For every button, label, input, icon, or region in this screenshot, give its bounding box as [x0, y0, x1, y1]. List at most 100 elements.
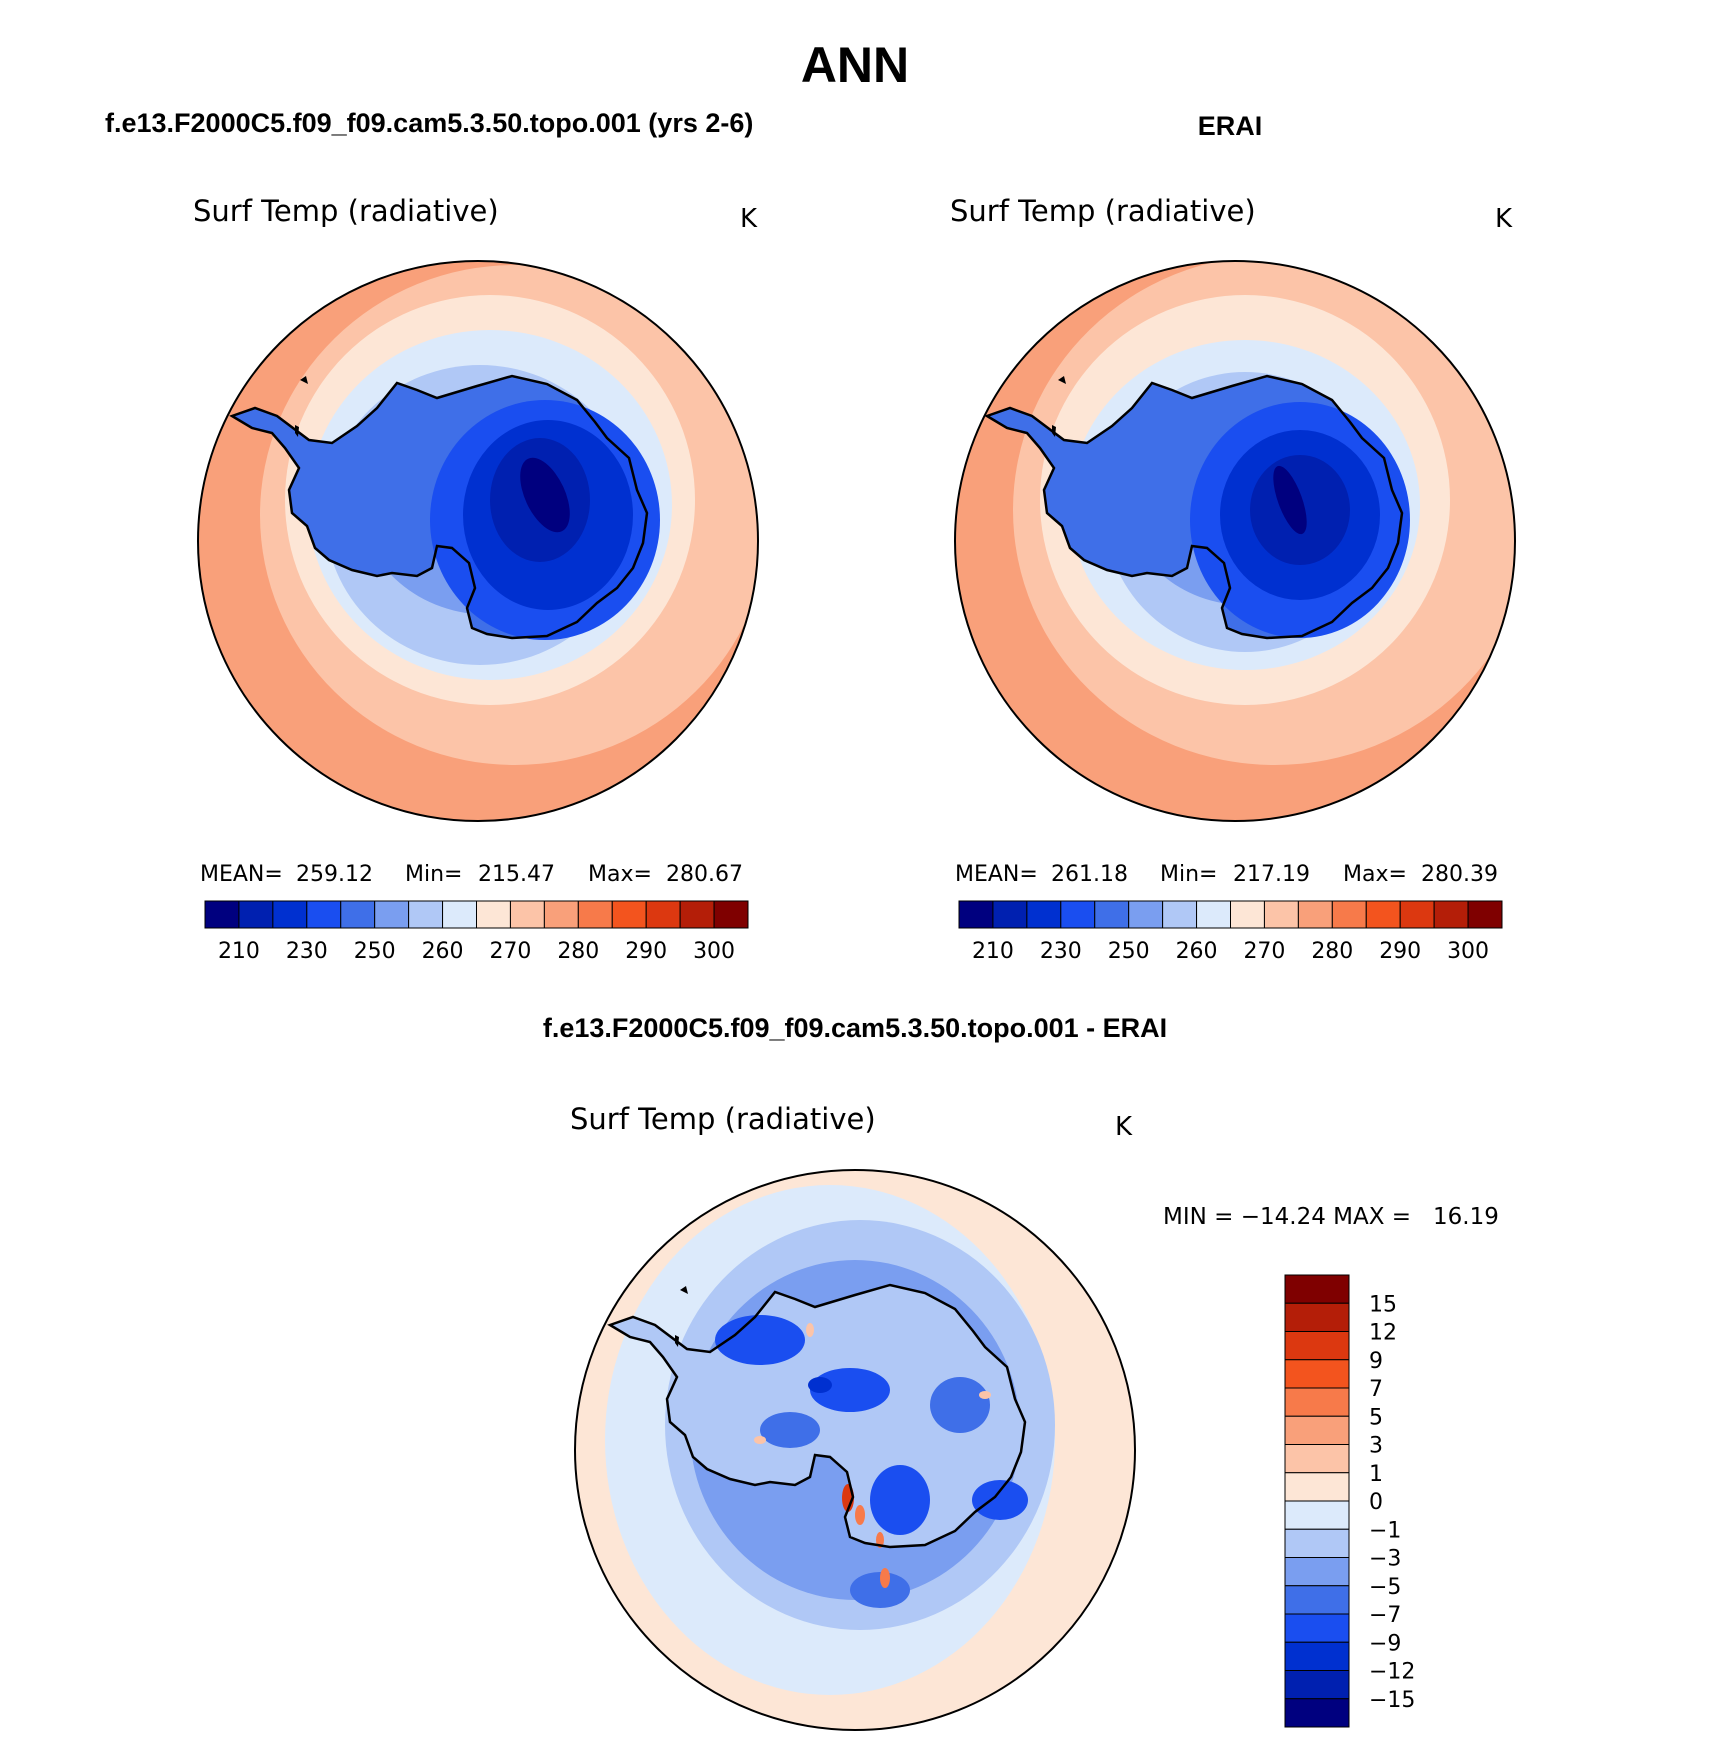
colorbar-swatch [1094, 900, 1130, 929]
stats-mean: 261.18 [1051, 862, 1128, 887]
stats-mean: 259.12 [296, 862, 373, 887]
colorbar-swatch [1284, 1613, 1350, 1643]
panel-observation: ERAI Surf Temp (radiative) K MEAN= 26 [950, 111, 1516, 964]
units-label: K [1495, 204, 1513, 234]
colorbar-swatch [992, 900, 1028, 929]
colorbar-swatch [1284, 1641, 1350, 1671]
colorbar-swatch [1284, 1444, 1350, 1474]
units-label: K [1115, 1112, 1133, 1142]
colorbar-swatch [340, 900, 376, 929]
colorbar-tick-label: 3 [1369, 1434, 1383, 1459]
colorbar-tick-label: 1 [1369, 1462, 1383, 1487]
colorbar-tick-label: 260 [422, 939, 464, 964]
colorbar-swatch [1284, 1585, 1350, 1615]
colorbar-swatch [1284, 1698, 1350, 1728]
stats-min-label: Min= [1160, 862, 1217, 887]
colorbar-swatch [204, 900, 240, 929]
colorbar-tick-label: 250 [1108, 939, 1150, 964]
units-label: K [740, 204, 758, 234]
colorbar-tick-label: 270 [1243, 939, 1285, 964]
colorbar-swatch [1284, 1387, 1350, 1417]
colorbar-swatch [1026, 900, 1062, 929]
colorbar-tick-label: 9 [1369, 1349, 1383, 1374]
colorbar-tick-label: −12 [1369, 1660, 1415, 1685]
colorbar-swatch [1284, 1415, 1350, 1445]
stats-mean-label: MEAN= [200, 862, 283, 887]
polar-map [955, 261, 1515, 821]
colorbar-tick-label: −5 [1369, 1575, 1401, 1600]
colorbar-swatch [306, 900, 342, 929]
variable-label: Surf Temp (radiative) [193, 194, 499, 228]
colorbar-swatch [1284, 1302, 1350, 1332]
colorbar-tick-label: 0 [1369, 1490, 1383, 1515]
colorbar-swatch [1297, 900, 1333, 929]
colorbar-swatch [1365, 900, 1401, 929]
case-title: ERAI [1198, 111, 1263, 141]
polar-map [198, 261, 758, 821]
colorbar-swatch [1284, 1274, 1350, 1304]
colorbar-swatch [1467, 900, 1503, 929]
colorbar-tick-label: −9 [1369, 1631, 1401, 1656]
stats-min: 215.47 [478, 862, 555, 887]
colorbar-tick-label: 250 [354, 939, 396, 964]
colorbar-swatch [408, 900, 444, 929]
stats-max-label: Max= [1343, 862, 1407, 887]
colorbar-tick-label: −1 [1369, 1518, 1401, 1543]
colorbar-swatch [958, 900, 994, 929]
colorbar-swatch [1284, 1500, 1350, 1530]
colorbar-swatch [509, 900, 545, 929]
colorbar-swatch [1196, 900, 1231, 929]
diff-colorbar: 15 12 9 7 5 3 1 0 −1 −3 −5 −7 −9 −12 −15 [1284, 1274, 1415, 1728]
colorbar-swatch [1284, 1557, 1350, 1587]
colorbar-swatch [713, 900, 749, 929]
colorbar-swatch [1230, 900, 1265, 929]
colorbar-swatch [577, 900, 613, 929]
colorbar: 210 230 250 260 270 280 290 300 [958, 900, 1503, 964]
colorbar-tick-label: −7 [1369, 1603, 1401, 1628]
stats-max: 280.67 [666, 862, 743, 887]
colorbar-tick-label: 15 [1369, 1292, 1397, 1317]
colorbar-swatch [374, 900, 410, 929]
colorbar-tick-label: 5 [1369, 1405, 1383, 1430]
colorbar-tick-label: 300 [1447, 939, 1489, 964]
variable-label: Surf Temp (radiative) [570, 1102, 876, 1136]
colorbar-swatch [1263, 900, 1299, 929]
colorbar-tick-label: 300 [693, 939, 735, 964]
colorbar-swatch [679, 900, 715, 929]
colorbar-swatch [1284, 1528, 1350, 1558]
colorbar-swatch [1284, 1359, 1350, 1389]
stats-mean-label: MEAN= [955, 862, 1038, 887]
colorbar-swatch [272, 900, 308, 929]
panel-model: f.e13.F2000C5.f09_f09.cam5.3.50.topo.001… [105, 108, 759, 964]
colorbar-tick-label: 260 [1176, 939, 1218, 964]
colorbar-swatch [543, 900, 579, 929]
colorbar-swatch [1162, 900, 1198, 929]
stats-min: 217.19 [1233, 862, 1310, 887]
colorbar-tick-label: 290 [1379, 939, 1421, 964]
figure-title: ANN [801, 37, 909, 93]
colorbar-tick-label: 270 [489, 939, 531, 964]
colorbar-tick-label: 230 [1040, 939, 1082, 964]
colorbar-swatch [1399, 900, 1435, 929]
variable-label: Surf Temp (radiative) [950, 194, 1256, 228]
stats-max: 280.39 [1421, 862, 1498, 887]
minmax-label: MIN = −14.24 MAX = 16.19 [1163, 1204, 1499, 1230]
colorbar-swatch [1060, 900, 1096, 929]
stats-max-label: Max= [588, 862, 652, 887]
colorbar-tick-label: 210 [972, 939, 1014, 964]
colorbar-swatch [442, 900, 477, 929]
colorbar-tick-label: 280 [557, 939, 599, 964]
diff-title: f.e13.F2000C5.f09_f09.cam5.3.50.topo.001… [543, 1013, 1167, 1043]
stats-min-label: Min= [405, 862, 462, 887]
colorbar-tick-label: 12 [1369, 1321, 1397, 1346]
polar-map [575, 1170, 1135, 1730]
panel-difference: f.e13.F2000C5.f09_f09.cam5.3.50.topo.001… [543, 1013, 1499, 1731]
colorbar-swatch [1128, 900, 1164, 929]
colorbar-swatch [1331, 900, 1367, 929]
case-title: f.e13.F2000C5.f09_f09.cam5.3.50.topo.001… [105, 108, 753, 138]
colorbar-tick-label: 280 [1311, 939, 1353, 964]
colorbar-swatch [238, 900, 274, 929]
colorbar-swatch [1284, 1331, 1350, 1361]
colorbar-swatch [1433, 900, 1469, 929]
